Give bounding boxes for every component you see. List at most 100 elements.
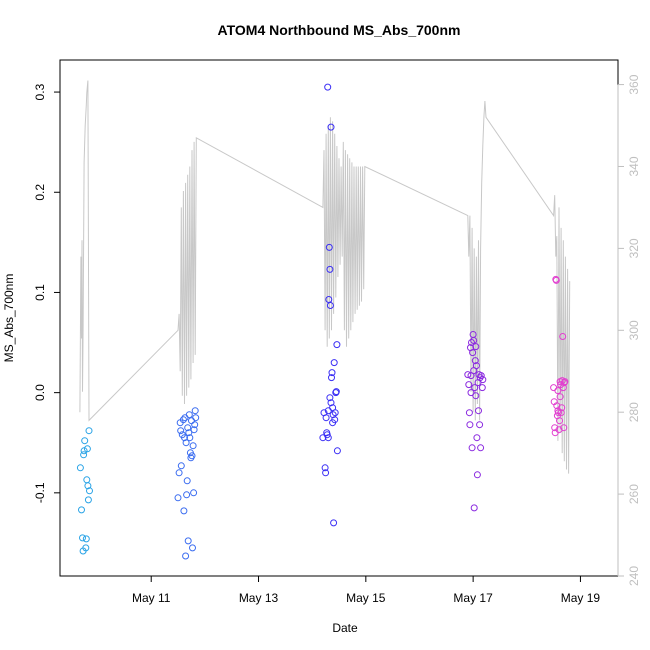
data-point-day3-22 — [333, 341, 341, 349]
data-point-day5-8 — [554, 387, 562, 395]
data-point-day3-28 — [327, 399, 335, 407]
data-point-day4-1 — [465, 381, 473, 389]
right-y-tick-label-6: 360 — [627, 74, 641, 94]
y-tick-label-4: 0.3 — [33, 83, 47, 100]
data-point-day5-23 — [556, 393, 564, 401]
data-point-day2-11 — [182, 439, 190, 447]
data-point-day4-28 — [470, 367, 478, 375]
data-point-day4-29 — [472, 392, 480, 400]
data-point-day5-11 — [556, 417, 563, 425]
data-point-day3-21 — [332, 388, 340, 396]
scatter-points-layer — [76, 83, 569, 560]
data-point-day5-2 — [551, 424, 559, 432]
y-tick-label-3: 0.2 — [33, 184, 47, 201]
data-point-day1-2 — [79, 534, 86, 542]
x-axis-title: Date — [332, 621, 358, 635]
y-axis: -0.1 0.0 0.1 0.2 0.3 — [33, 83, 61, 503]
data-point-day2-16 — [185, 429, 193, 437]
data-point-day3-9 — [325, 243, 333, 251]
data-point-day4-26 — [479, 376, 487, 384]
data-point-day1-0 — [76, 464, 84, 472]
data-point-day2-27 — [191, 421, 199, 429]
data-point-day2-13 — [183, 477, 191, 485]
y-axis-title: MS_Abs_700nm — [2, 274, 16, 363]
data-point-day4-24 — [477, 372, 485, 380]
right-y-tick-label-0: 240 — [627, 566, 641, 586]
data-point-day4-13 — [471, 357, 479, 365]
data-point-day2-10 — [182, 552, 190, 560]
data-point-day5-5 — [552, 276, 560, 284]
data-point-day4-12 — [471, 384, 479, 392]
data-point-day3-12 — [327, 123, 335, 131]
data-point-day1-4 — [80, 451, 88, 459]
x-tick-label-3: May 17 — [453, 591, 493, 605]
data-point-day3-10 — [326, 265, 334, 273]
right-y-tick-label-5: 340 — [627, 156, 641, 176]
data-point-day3-14 — [328, 369, 336, 377]
x-tick-label-2: May 15 — [346, 591, 386, 605]
data-point-day4-16 — [473, 434, 481, 442]
right-y-tick-label-4: 320 — [627, 238, 641, 258]
y-tick-label-0: -0.1 — [33, 482, 47, 503]
y-tick-label-2: 0.1 — [33, 284, 47, 301]
data-point-day4-25 — [478, 384, 486, 392]
data-point-day2-1 — [175, 469, 183, 477]
data-point-day3-17 — [330, 519, 338, 527]
data-point-day4-19 — [475, 407, 482, 415]
data-point-day4-0 — [464, 371, 472, 379]
data-point-day5-17 — [559, 333, 567, 340]
data-point-day3-26 — [322, 414, 330, 422]
data-point-day4-10 — [470, 337, 478, 344]
data-point-day1-14 — [86, 487, 93, 495]
data-point-day1-6 — [81, 437, 89, 445]
data-point-day3-6 — [324, 83, 332, 91]
data-point-day3-13 — [328, 374, 335, 382]
data-point-day1-10 — [83, 445, 91, 453]
y-tick-label-1: 0.0 — [33, 384, 47, 401]
data-point-day4-8 — [469, 349, 477, 357]
right-y-axis: 240 260 280 300 320 340 360 — [617, 74, 641, 586]
data-point-day3-25 — [326, 394, 334, 402]
x-axis: May 11 May 13 May 15 May 17 May 19 — [132, 575, 600, 605]
data-point-day2-0 — [174, 494, 182, 502]
data-point-day2-4 — [177, 462, 185, 470]
x-tick-label-1: May 13 — [239, 591, 279, 605]
data-point-day4-17 — [473, 471, 481, 479]
data-point-day4-3 — [466, 421, 474, 429]
data-point-day5-19 — [560, 424, 568, 432]
data-point-day5-22 — [554, 407, 562, 415]
data-point-day1-1 — [78, 506, 85, 514]
data-point-day3-29 — [324, 434, 332, 442]
right-y-tick-label-3: 300 — [627, 320, 641, 340]
data-point-day2-17 — [185, 411, 193, 419]
secondary-series-line — [79, 80, 571, 474]
data-point-day2-6 — [179, 416, 187, 424]
data-point-day1-11 — [84, 482, 92, 490]
data-point-day3-19 — [331, 409, 339, 417]
data-point-day3-18 — [330, 359, 338, 367]
data-point-day4-23 — [477, 444, 485, 452]
data-point-day4-6 — [468, 339, 475, 346]
data-point-day1-7 — [82, 544, 90, 552]
data-point-day1-8 — [82, 535, 90, 543]
data-point-day2-15 — [184, 537, 192, 545]
data-point-day2-29 — [192, 414, 200, 422]
data-point-day4-11 — [470, 504, 478, 512]
data-point-day2-22 — [188, 452, 196, 460]
data-point-day2-28 — [191, 407, 199, 415]
data-point-day4-7 — [468, 444, 476, 452]
data-point-day3-27 — [331, 416, 339, 424]
data-point-day2-12 — [183, 491, 191, 499]
data-point-day5-21 — [561, 378, 569, 386]
x-tick-label-0: May 11 — [132, 591, 171, 605]
data-point-day1-13 — [85, 427, 93, 435]
data-point-day4-21 — [476, 421, 484, 429]
data-point-day2-3 — [177, 427, 185, 435]
data-point-day2-8 — [181, 434, 188, 442]
data-point-day2-18 — [186, 434, 194, 442]
data-point-day3-3 — [322, 469, 330, 477]
data-point-day3-23 — [333, 447, 341, 455]
data-point-day4-27 — [467, 389, 475, 397]
data-point-day4-14 — [472, 343, 480, 351]
data-point-day4-2 — [465, 409, 473, 417]
